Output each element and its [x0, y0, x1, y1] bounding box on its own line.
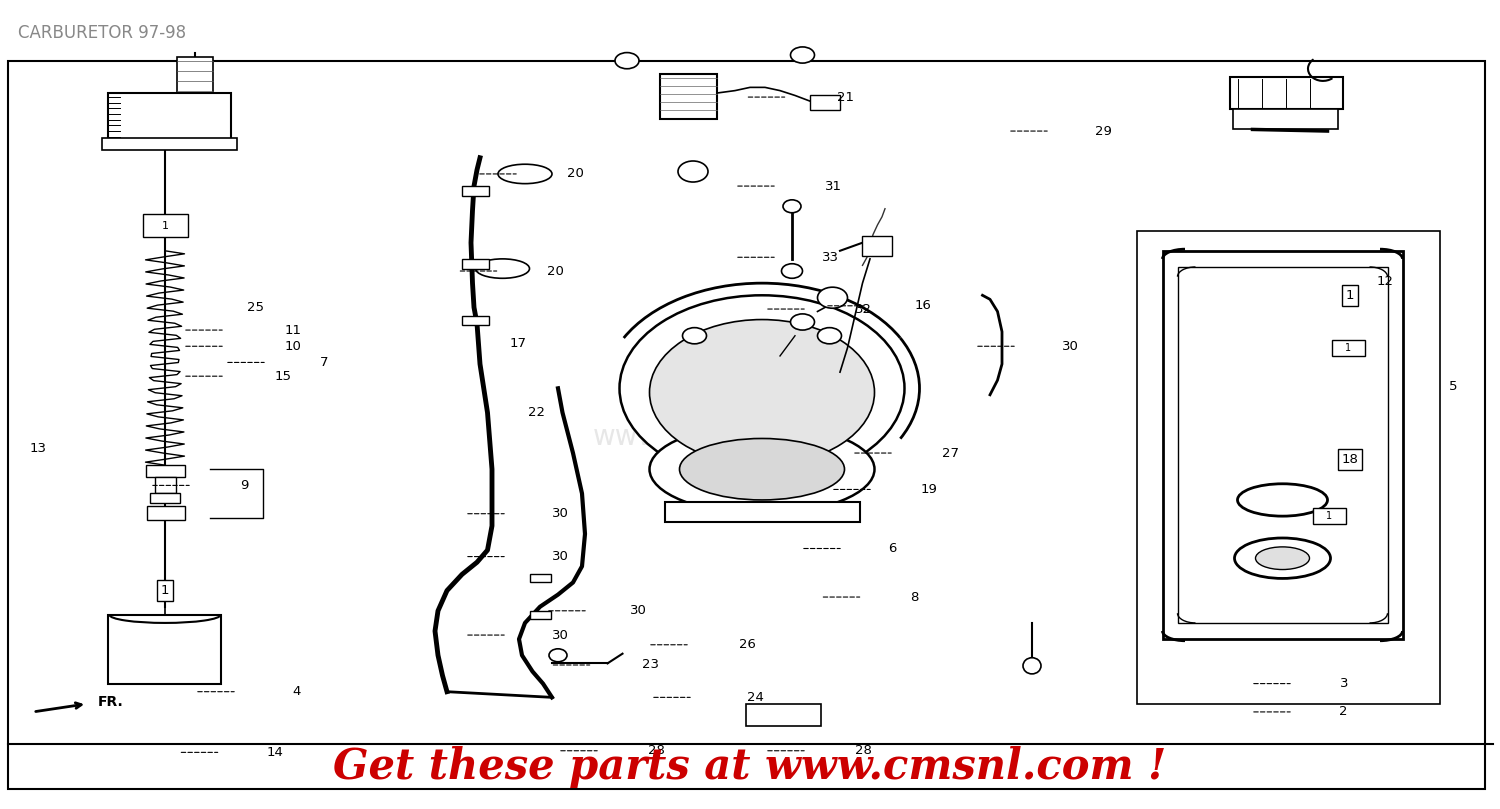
Text: 30: 30 — [552, 550, 568, 563]
Text: 14: 14 — [267, 746, 284, 759]
Bar — [142, 214, 188, 237]
Text: 1: 1 — [1346, 343, 1352, 353]
Bar — [862, 236, 892, 256]
Bar — [810, 95, 840, 110]
Text: 30: 30 — [630, 604, 646, 617]
Bar — [1230, 77, 1342, 109]
Bar — [146, 465, 184, 477]
Ellipse shape — [783, 200, 801, 213]
Ellipse shape — [782, 264, 802, 278]
Text: 32: 32 — [855, 303, 871, 316]
Ellipse shape — [1234, 538, 1330, 578]
Text: 17: 17 — [510, 337, 526, 350]
Text: 30: 30 — [1062, 340, 1078, 353]
Bar — [660, 74, 717, 119]
Text: 28: 28 — [855, 744, 871, 757]
Text: 1: 1 — [160, 584, 170, 597]
Text: 22: 22 — [528, 406, 544, 419]
Bar — [1178, 267, 1388, 623]
Text: 1: 1 — [162, 221, 168, 231]
Text: 20: 20 — [567, 167, 584, 180]
Text: 9: 9 — [240, 479, 249, 492]
Text: 15: 15 — [274, 370, 291, 383]
Ellipse shape — [620, 295, 904, 481]
Ellipse shape — [1256, 547, 1310, 570]
Text: 25: 25 — [248, 301, 264, 314]
Bar — [462, 186, 489, 196]
Ellipse shape — [549, 649, 567, 662]
Bar — [462, 316, 489, 325]
Text: Get these parts at www.cmsnl.com !: Get these parts at www.cmsnl.com ! — [333, 746, 1167, 788]
Bar — [154, 477, 176, 493]
Text: 1: 1 — [1326, 511, 1332, 521]
Ellipse shape — [678, 161, 708, 182]
Bar — [530, 611, 550, 619]
Text: 33: 33 — [822, 251, 839, 264]
Text: 28: 28 — [648, 744, 664, 757]
Ellipse shape — [498, 164, 552, 184]
Text: 8: 8 — [910, 591, 920, 604]
Text: 1: 1 — [1346, 289, 1354, 302]
Text: 29: 29 — [1095, 125, 1112, 138]
Bar — [1137, 231, 1440, 704]
Bar — [147, 506, 184, 520]
Text: 11: 11 — [285, 324, 302, 337]
Ellipse shape — [1238, 484, 1328, 516]
Bar — [664, 502, 859, 522]
Ellipse shape — [680, 438, 844, 500]
Text: 2: 2 — [1340, 705, 1348, 718]
Bar — [1312, 508, 1346, 524]
Bar — [746, 704, 821, 726]
Ellipse shape — [818, 328, 842, 344]
Bar — [150, 493, 180, 503]
Text: 27: 27 — [942, 447, 958, 460]
Ellipse shape — [818, 287, 848, 308]
Text: 4: 4 — [292, 685, 302, 698]
Bar — [102, 138, 237, 150]
Text: 21: 21 — [837, 91, 854, 104]
Ellipse shape — [650, 425, 874, 514]
Ellipse shape — [615, 53, 639, 69]
Bar — [462, 259, 489, 269]
Text: FR.: FR. — [98, 695, 123, 709]
Bar — [1233, 109, 1338, 129]
Ellipse shape — [476, 259, 530, 278]
Ellipse shape — [650, 320, 874, 465]
Bar — [1332, 340, 1365, 356]
Text: 30: 30 — [552, 507, 568, 520]
Text: 24: 24 — [747, 691, 764, 704]
Text: 31: 31 — [825, 180, 842, 193]
Text: 20: 20 — [548, 265, 564, 277]
Text: 30: 30 — [552, 629, 568, 642]
Text: 3: 3 — [1340, 677, 1348, 690]
Ellipse shape — [682, 328, 706, 344]
Text: 10: 10 — [285, 340, 302, 353]
Text: 23: 23 — [642, 659, 658, 671]
Text: 12: 12 — [1377, 275, 1394, 288]
Ellipse shape — [790, 47, 814, 63]
Text: 19: 19 — [921, 483, 938, 496]
Text: 6: 6 — [888, 542, 897, 555]
Ellipse shape — [1023, 658, 1041, 674]
Text: 13: 13 — [30, 443, 46, 455]
Bar — [108, 93, 231, 142]
Bar — [177, 57, 213, 101]
Text: 5: 5 — [1449, 380, 1458, 393]
Bar — [1162, 251, 1402, 639]
Text: 26: 26 — [740, 638, 756, 651]
Ellipse shape — [790, 314, 814, 330]
Text: 7: 7 — [320, 356, 328, 369]
Text: CARBURETOR 97-98: CARBURETOR 97-98 — [18, 24, 186, 42]
Bar — [108, 615, 220, 684]
Text: 16: 16 — [915, 299, 932, 312]
Text: www.cmsnl.com: www.cmsnl.com — [592, 423, 818, 451]
Text: 18: 18 — [1341, 453, 1359, 466]
Bar — [530, 574, 550, 582]
